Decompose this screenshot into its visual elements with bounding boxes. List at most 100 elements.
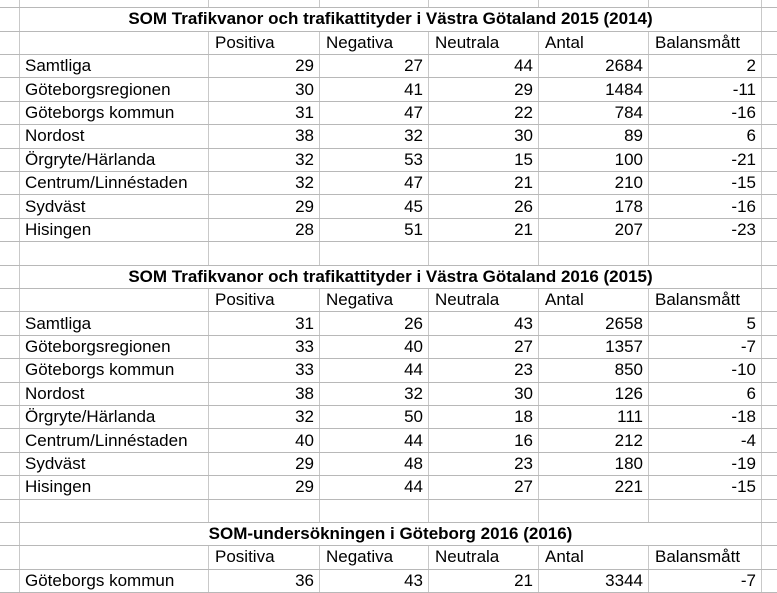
value-cell[interactable]: 32 <box>209 148 320 172</box>
cell[interactable] <box>762 195 777 217</box>
value-cell[interactable]: 36 <box>209 569 320 593</box>
cell[interactable] <box>762 102 777 124</box>
value-cell[interactable]: 18 <box>429 405 539 429</box>
table-title[interactable]: SOM Trafikvanor och trafikattityder i Vä… <box>20 265 762 288</box>
cell[interactable] <box>0 452 20 476</box>
value-cell[interactable]: 47 <box>320 172 429 195</box>
cell[interactable] <box>762 336 777 358</box>
row-label-cell[interactable]: Centrum/Linnéstaden <box>20 429 209 452</box>
value-cell[interactable]: 221 <box>539 476 649 499</box>
value-cell[interactable]: 26 <box>429 195 539 218</box>
row-label-cell[interactable]: Nordost <box>20 125 209 148</box>
value-cell[interactable]: 44 <box>429 55 539 78</box>
column-header-balansmtt[interactable]: Balansmått <box>649 31 762 55</box>
value-cell[interactable]: 1357 <box>539 335 649 359</box>
cell[interactable] <box>0 288 20 312</box>
value-cell[interactable]: -16 <box>649 101 762 125</box>
cell[interactable] <box>762 500 777 522</box>
row-label-cell[interactable]: Örgryte/Härlanda <box>20 148 209 172</box>
value-cell[interactable]: 22 <box>429 101 539 125</box>
value-cell[interactable]: 2658 <box>539 312 649 335</box>
row-label-cell[interactable]: Hisingen <box>20 476 209 499</box>
value-cell[interactable]: 44 <box>320 359 429 382</box>
cell[interactable] <box>762 289 777 311</box>
cell[interactable] <box>0 31 20 55</box>
column-header-positiva[interactable]: Positiva <box>209 546 320 569</box>
cell[interactable] <box>20 31 209 55</box>
value-cell[interactable]: 27 <box>320 55 429 78</box>
cell[interactable] <box>762 172 777 194</box>
cell[interactable] <box>762 570 777 592</box>
cell[interactable] <box>762 8 777 30</box>
cell[interactable] <box>320 0 429 8</box>
cell[interactable] <box>0 522 20 546</box>
row-label-cell[interactable]: Sydväst <box>20 195 209 218</box>
column-header-balansmtt[interactable]: Balansmått <box>649 288 762 312</box>
cell[interactable] <box>762 219 777 241</box>
column-header-positiva[interactable]: Positiva <box>209 31 320 55</box>
cell[interactable] <box>762 406 777 428</box>
value-cell[interactable]: 32 <box>209 405 320 429</box>
value-cell[interactable]: 1484 <box>539 78 649 101</box>
value-cell[interactable]: 30 <box>209 78 320 101</box>
cell[interactable] <box>20 499 209 522</box>
cell[interactable] <box>0 148 20 172</box>
cell[interactable] <box>0 312 20 335</box>
column-header-neutrala[interactable]: Neutrala <box>429 546 539 569</box>
table-title[interactable]: SOM Trafikvanor och trafikattityder i Vä… <box>20 8 762 31</box>
cell[interactable] <box>320 242 429 265</box>
row-label-cell[interactable]: Samtliga <box>20 312 209 335</box>
cell[interactable] <box>649 499 762 522</box>
cell[interactable] <box>762 453 777 475</box>
value-cell[interactable]: 32 <box>209 172 320 195</box>
row-label-cell[interactable]: Göteborgs kommun <box>20 569 209 593</box>
cell[interactable] <box>0 405 20 429</box>
cell[interactable] <box>429 499 539 522</box>
value-cell[interactable]: 15 <box>429 148 539 172</box>
value-cell[interactable]: 38 <box>209 382 320 405</box>
cell[interactable] <box>209 499 320 522</box>
cell[interactable] <box>762 266 777 288</box>
value-cell[interactable]: 126 <box>539 382 649 405</box>
cell[interactable] <box>762 429 777 451</box>
column-header-antal[interactable]: Antal <box>539 31 649 55</box>
cell[interactable] <box>0 172 20 195</box>
value-cell[interactable]: 28 <box>209 218 320 242</box>
row-label-cell[interactable]: Göteborgsregionen <box>20 78 209 101</box>
value-cell[interactable]: 6 <box>649 125 762 148</box>
cell[interactable] <box>762 149 777 171</box>
cell[interactable] <box>0 218 20 242</box>
row-label-cell[interactable]: Sydväst <box>20 452 209 476</box>
column-header-antal[interactable]: Antal <box>539 288 649 312</box>
cell[interactable] <box>539 242 649 265</box>
value-cell[interactable]: 21 <box>429 172 539 195</box>
table-title[interactable]: SOM-undersökningen i Göteborg 2016 (2016… <box>20 522 762 546</box>
row-label-cell[interactable]: Centrum/Linnéstaden <box>20 172 209 195</box>
value-cell[interactable]: 207 <box>539 218 649 242</box>
cell[interactable] <box>762 546 777 568</box>
value-cell[interactable]: -19 <box>649 452 762 476</box>
value-cell[interactable]: 16 <box>429 429 539 452</box>
cell[interactable] <box>0 569 20 593</box>
value-cell[interactable]: 44 <box>320 429 429 452</box>
value-cell[interactable]: 33 <box>209 335 320 359</box>
value-cell[interactable]: 45 <box>320 195 429 218</box>
cell[interactable] <box>0 125 20 148</box>
value-cell[interactable]: 29 <box>209 195 320 218</box>
cell[interactable] <box>0 195 20 218</box>
value-cell[interactable]: 850 <box>539 359 649 382</box>
value-cell[interactable]: 3344 <box>539 569 649 593</box>
cell[interactable] <box>539 0 649 8</box>
row-label-cell[interactable]: Göteborgsregionen <box>20 335 209 359</box>
value-cell[interactable]: 51 <box>320 218 429 242</box>
value-cell[interactable]: -15 <box>649 476 762 499</box>
value-cell[interactable]: 27 <box>429 476 539 499</box>
value-cell[interactable]: 41 <box>320 78 429 101</box>
value-cell[interactable]: 212 <box>539 429 649 452</box>
row-label-cell[interactable]: Göteborgs kommun <box>20 101 209 125</box>
value-cell[interactable]: 111 <box>539 405 649 429</box>
value-cell[interactable]: -15 <box>649 172 762 195</box>
cell[interactable] <box>0 265 20 288</box>
cell[interactable] <box>649 242 762 265</box>
value-cell[interactable]: -7 <box>649 569 762 593</box>
